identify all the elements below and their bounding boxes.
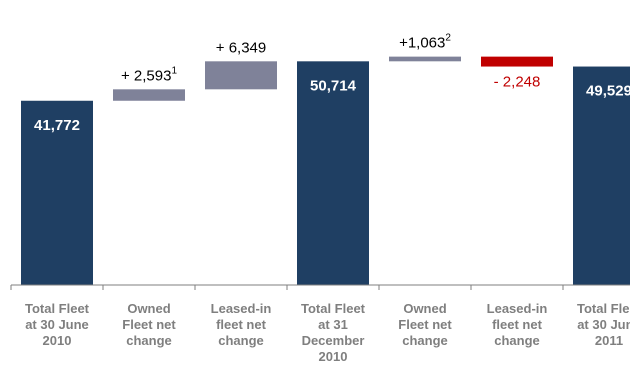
category-label: at 31 — [318, 317, 348, 332]
value-label: 41,772 — [34, 117, 80, 134]
category-label: Owned — [403, 301, 446, 316]
category-label: fleet net — [492, 317, 543, 332]
category-label: Fleet net — [398, 317, 452, 332]
category-label: change — [126, 333, 172, 348]
total-bar — [573, 66, 630, 285]
value-label: +1,0632 — [399, 33, 451, 52]
category-label: Total Fleet — [577, 301, 630, 316]
value-label: + 6,349 — [216, 39, 266, 56]
value-label: 50,714 — [310, 77, 357, 94]
category-label: 2010 — [43, 333, 72, 348]
total-bar — [21, 100, 93, 285]
decrease-bar — [481, 56, 553, 67]
category-label: at 30 June — [25, 317, 89, 332]
category-label: at 30 June — [577, 317, 630, 332]
category-label: Total Fleet — [301, 301, 366, 316]
category-label: 2010 — [319, 349, 348, 364]
category-label: change — [402, 333, 448, 348]
value-label: - 2,248 — [494, 74, 541, 91]
value-label: 49,529 — [586, 83, 630, 100]
total-bar — [297, 61, 369, 286]
category-label: December — [302, 333, 365, 348]
value-label: + 2,5931 — [121, 65, 177, 84]
category-label: Total Fleet — [25, 301, 90, 316]
x-axis — [10, 284, 630, 290]
increase-bar — [389, 56, 461, 62]
category-label: Fleet net — [122, 317, 176, 332]
category-label: Leased-in — [487, 301, 548, 316]
category-label: Leased-in — [211, 301, 272, 316]
category-label: fleet net — [216, 317, 267, 332]
increase-bar — [113, 89, 185, 101]
category-label: Owned — [127, 301, 170, 316]
category-label: 2011 — [595, 333, 623, 348]
bars-group — [21, 56, 630, 286]
category-label: change — [494, 333, 540, 348]
category-label: change — [218, 333, 264, 348]
value-labels-group: 41,772 + 2,5931 + 6,349 50,714 +1,0632 - 2,24… — [34, 33, 630, 134]
increase-bar — [205, 61, 277, 90]
